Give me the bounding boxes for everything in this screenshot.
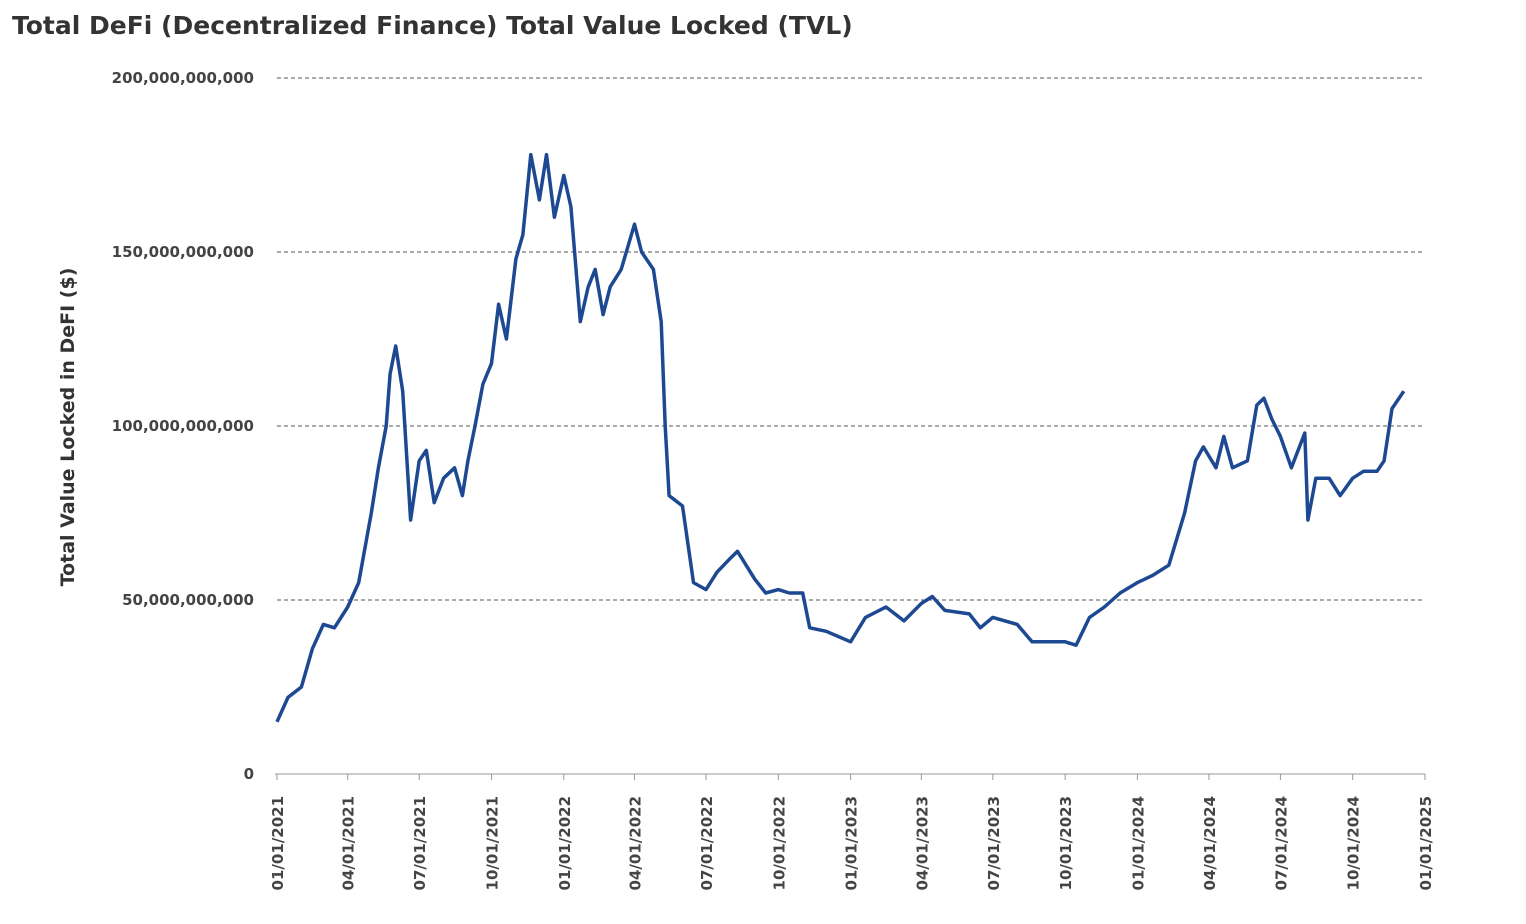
x-tick-label: 01/01/2023 <box>843 796 861 890</box>
y-tick-label: 100,000,000,000 <box>112 417 254 435</box>
x-tick-label: 01/01/2024 <box>1129 796 1147 890</box>
x-tick-label: 10/01/2021 <box>484 796 502 890</box>
x-tick-label: 01/01/2022 <box>556 796 574 890</box>
x-tick-label: 10/01/2024 <box>1345 796 1363 890</box>
x-tick-label: 07/01/2021 <box>411 796 429 890</box>
y-tick-label: 50,000,000,000 <box>122 591 254 609</box>
y-tick-label: 200,000,000,000 <box>112 69 254 87</box>
data-line <box>275 152 1406 723</box>
x-tick-label: 01/01/2025 <box>1417 796 1435 890</box>
y-axis-label: Total Value Locked in DeFI ($) <box>57 268 79 587</box>
y-tick-label: 150,000,000,000 <box>112 243 254 261</box>
x-tick-label: 04/01/2021 <box>340 796 358 890</box>
x-tick-label: 10/01/2023 <box>1057 796 1075 890</box>
x-tick-label: 07/01/2022 <box>698 796 716 890</box>
y-tick-label: 0 <box>244 765 254 783</box>
x-tick-label: 07/01/2024 <box>1272 796 1290 890</box>
x-tick-label: 07/01/2023 <box>985 796 1003 890</box>
x-tick-label: 04/01/2022 <box>627 796 645 890</box>
x-tick-label: 04/01/2023 <box>913 796 931 890</box>
chart-title: Total DeFi (Decentralized Finance) Total… <box>12 11 853 40</box>
x-tick-label: 04/01/2024 <box>1201 796 1219 890</box>
x-tick-label: 10/01/2022 <box>770 796 788 890</box>
x-tick-label: 01/01/2021 <box>269 796 287 890</box>
